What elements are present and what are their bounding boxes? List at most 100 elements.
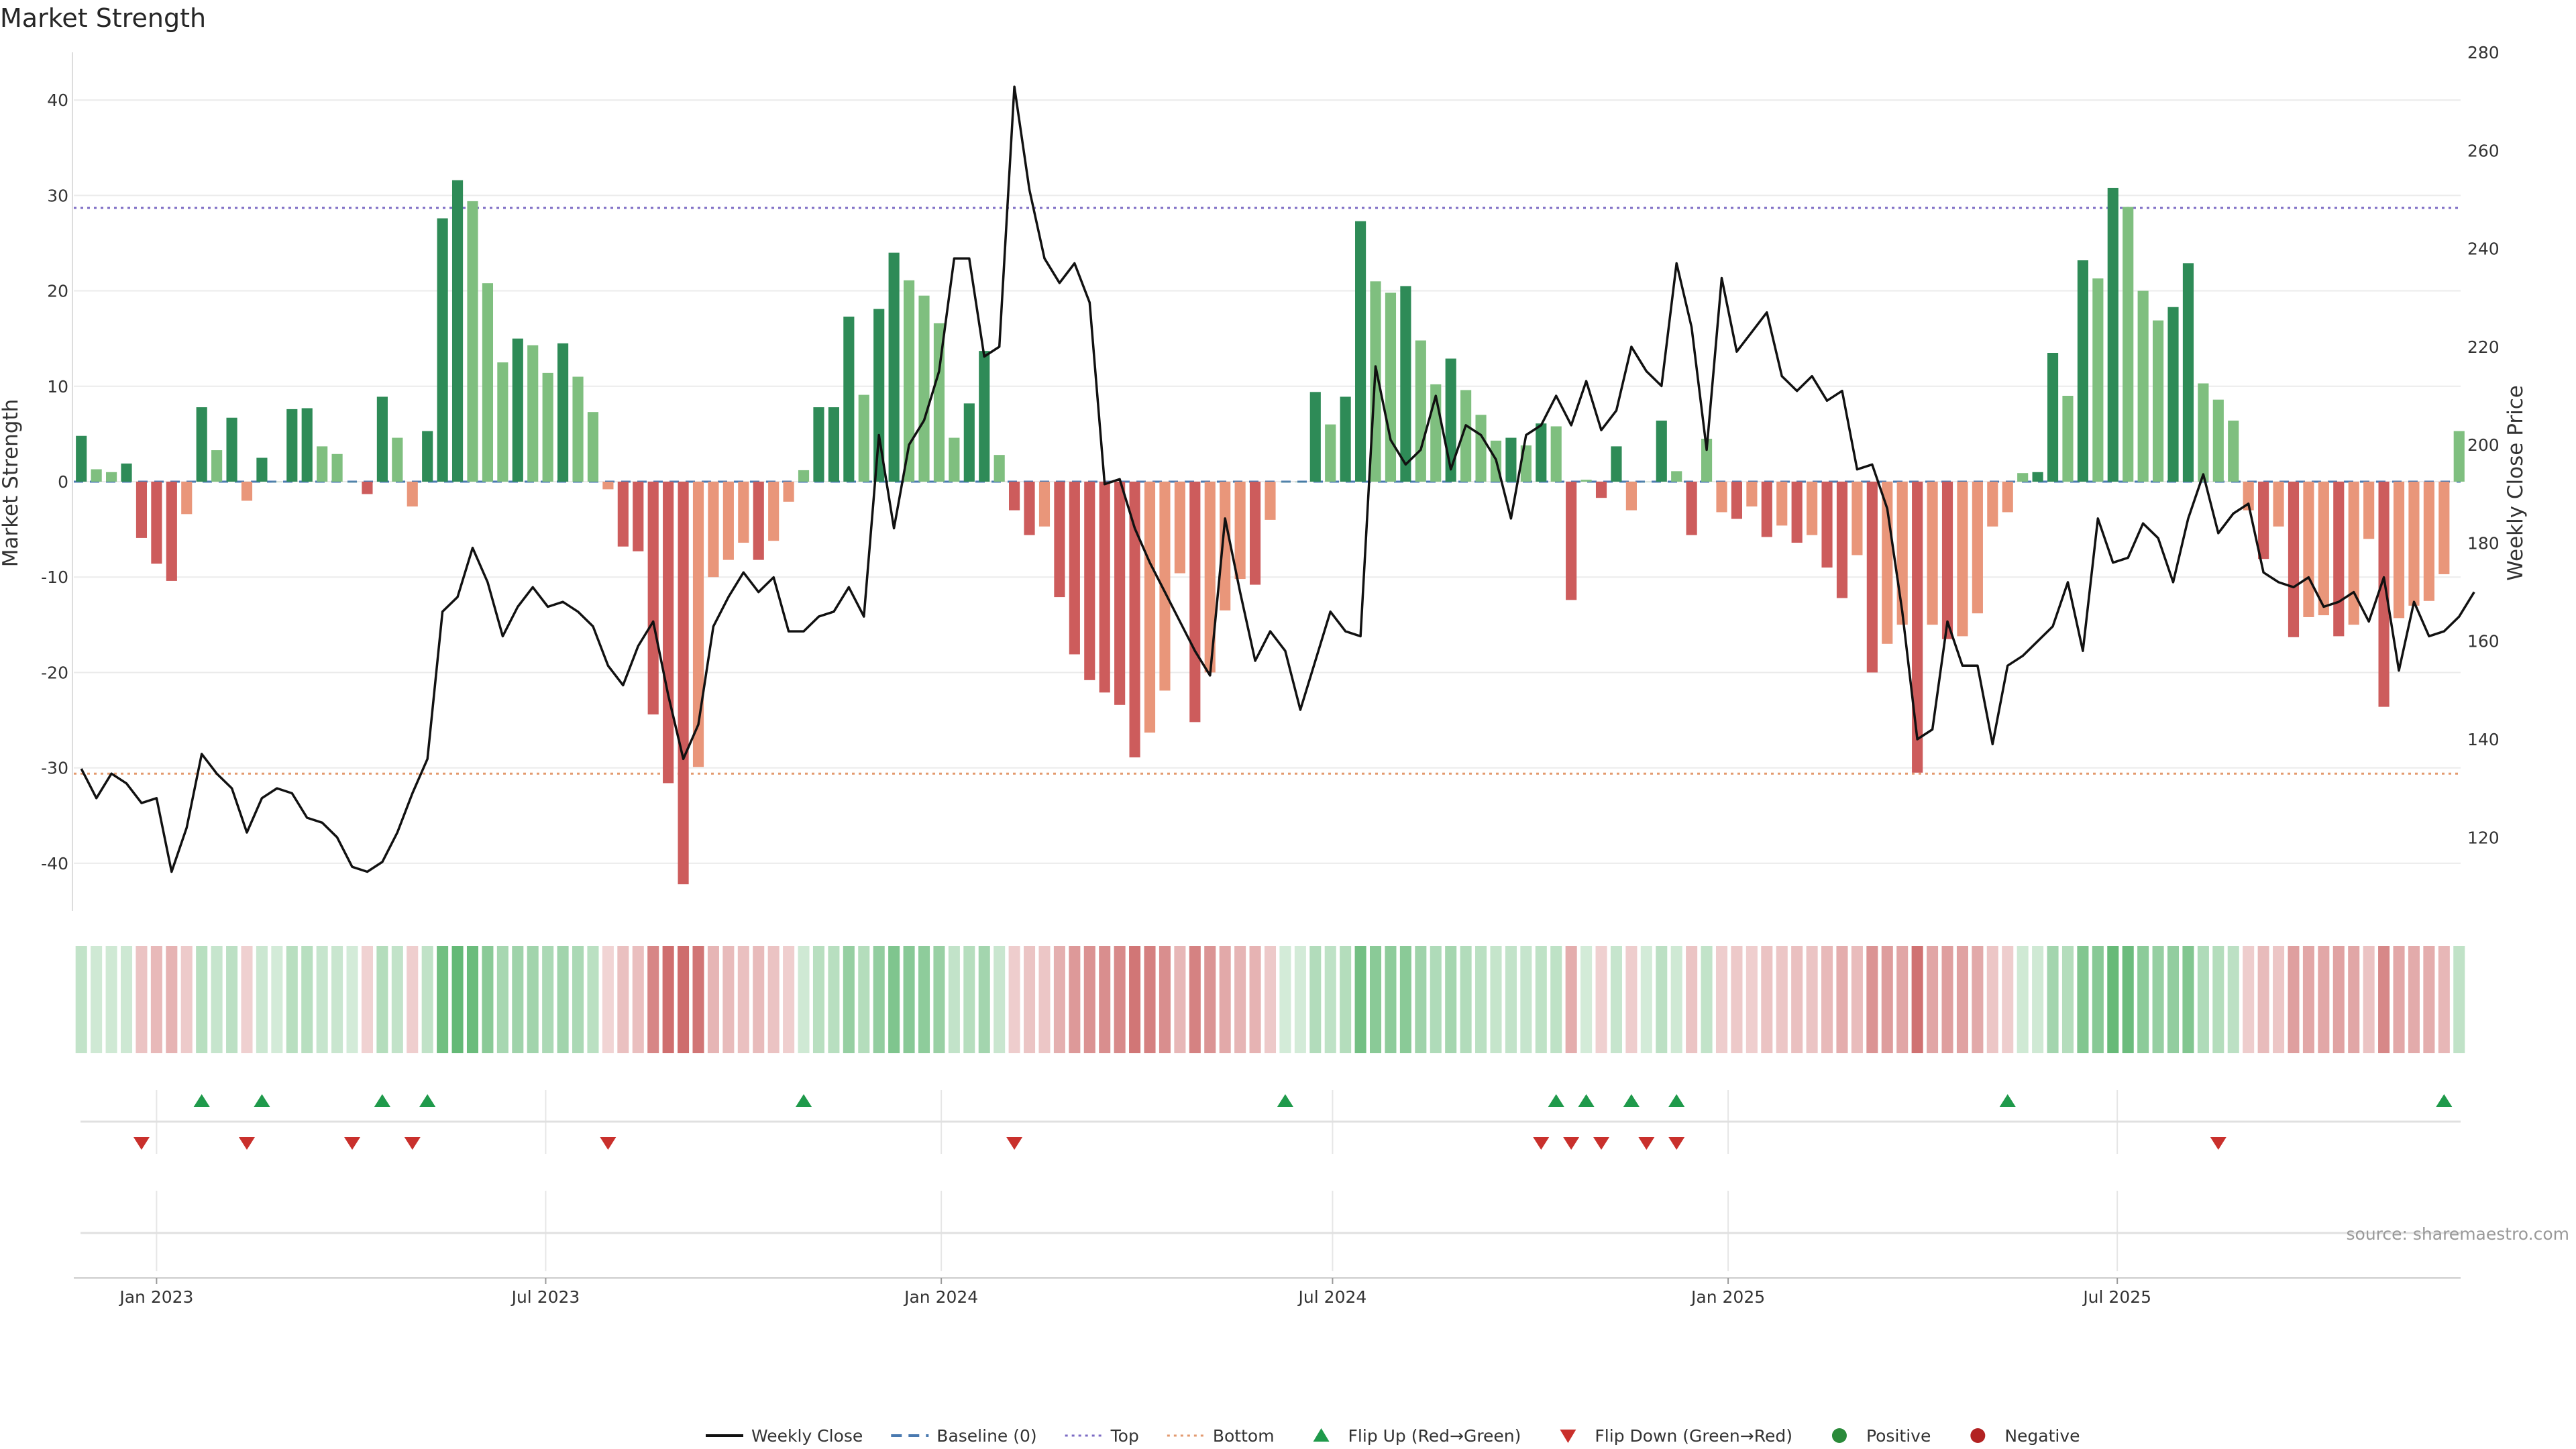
strength-bar — [843, 316, 855, 482]
heat-cell — [1836, 946, 1848, 1053]
strength-bar — [1595, 482, 1607, 498]
strength-bar — [1024, 482, 1035, 535]
strength-bar — [2228, 420, 2239, 482]
legend-swatch-circle — [1970, 1428, 1986, 1443]
flip-down-marker — [1668, 1137, 1685, 1150]
heat-cell — [1490, 946, 1502, 1053]
heat-cell — [496, 946, 508, 1053]
heat-cell — [1791, 946, 1803, 1053]
heat-cell — [1550, 946, 1562, 1053]
strength-bar — [2032, 472, 2043, 482]
heat-cell — [1595, 946, 1607, 1053]
heat-cell — [2348, 946, 2360, 1053]
flip-up-marker — [1999, 1094, 2016, 1107]
strength-bar — [2318, 482, 2329, 616]
strength-bar — [722, 482, 734, 560]
strength-bar — [572, 376, 584, 482]
strength-bar — [2153, 320, 2164, 482]
heat-cell — [1174, 946, 1186, 1053]
strength-bar — [2393, 482, 2405, 619]
heat-cell — [632, 946, 644, 1053]
x-tick-label: Jan 2024 — [903, 1287, 978, 1307]
y-right-tick-label: 260 — [2467, 141, 2500, 160]
strength-bar — [1957, 482, 1968, 637]
weekly-close-line — [80, 85, 2475, 873]
strength-bar — [1746, 482, 1758, 506]
flip-up-marker — [1277, 1094, 1293, 1107]
heat-cell — [903, 946, 915, 1053]
heat-cell — [2318, 946, 2330, 1053]
heat-cell — [2408, 946, 2420, 1053]
heat-cell — [1686, 946, 1698, 1053]
heat-cell — [256, 946, 268, 1053]
heat-cell — [1670, 946, 1682, 1053]
strength-bar — [2212, 399, 2224, 482]
strength-bar — [1355, 221, 1366, 482]
heat-cell — [2363, 946, 2375, 1053]
strength-bar — [2348, 482, 2359, 625]
strength-bar — [1671, 471, 1682, 482]
strength-bar — [903, 280, 915, 482]
strength-bar — [226, 417, 237, 482]
heat-cell — [361, 946, 373, 1053]
strength-bar — [1385, 292, 1397, 482]
heat-cell — [888, 946, 900, 1053]
strength-bar — [1791, 482, 1803, 543]
strength-bar — [2107, 187, 2118, 482]
x-tick-label: Jul 2023 — [511, 1287, 580, 1307]
heat-cell — [1399, 946, 1411, 1053]
x-tick-label: Jul 2025 — [2082, 1287, 2151, 1307]
strength-bar — [2123, 207, 2134, 482]
strength-bar — [557, 343, 569, 482]
strength-bar — [1611, 446, 1622, 482]
heat-cell — [1234, 946, 1246, 1053]
strength-bar — [106, 472, 117, 482]
heat-cell — [678, 946, 690, 1053]
y-left-tick-label: 30 — [47, 186, 68, 205]
flip-down-marker — [1638, 1137, 1655, 1150]
strength-bar — [2062, 396, 2074, 482]
heat-cell — [783, 946, 795, 1053]
strength-bar — [2002, 482, 2013, 513]
y-axis-right-label: Weekly Close Price — [2504, 385, 2528, 581]
strength-bar — [2303, 482, 2314, 617]
strength-bar — [2198, 383, 2209, 482]
heat-cell — [1715, 946, 1728, 1053]
heat-cell — [647, 946, 659, 1053]
heat-cell — [1159, 946, 1171, 1053]
heat-cell — [994, 946, 1006, 1053]
strength-bar — [1144, 482, 1156, 733]
heat-cell — [2092, 946, 2104, 1053]
heat-cell — [346, 946, 358, 1053]
strength-bar — [1625, 482, 1637, 511]
legend: Weekly Close Baseline (0) Top Bottom Flip Up… — [706, 1426, 2080, 1446]
strength-bar — [2243, 482, 2254, 511]
strength-bar — [1505, 437, 1517, 482]
legend-label: Weekly Close — [751, 1426, 863, 1446]
strength-bar — [2438, 482, 2450, 574]
y-right-tick-label: 200 — [2467, 435, 2500, 455]
strength-bar — [979, 351, 990, 482]
strength-bar — [301, 408, 313, 482]
strength-bar — [407, 482, 418, 506]
heat-cell — [1385, 946, 1397, 1053]
strength-bar — [1580, 480, 1592, 482]
y-left-tick-label: -10 — [41, 568, 68, 587]
heat-cell — [602, 946, 614, 1053]
strength-bar — [602, 482, 614, 490]
heat-cell — [1746, 946, 1758, 1053]
heat-cell — [1580, 946, 1593, 1053]
y-right-tick-label: 220 — [2467, 337, 2500, 357]
strength-bar — [1009, 482, 1020, 511]
heat-cell — [1941, 946, 1953, 1053]
flip-up-marker — [1548, 1094, 1564, 1107]
heat-cell — [1956, 946, 1968, 1053]
strength-heat-strip — [75, 946, 2465, 1053]
flip-down-marker — [133, 1137, 150, 1150]
strength-bar — [2423, 482, 2434, 601]
y-left-tick-label: -40 — [41, 854, 68, 873]
legend-label: Negative — [2004, 1426, 2080, 1446]
strength-bar — [1987, 482, 1998, 527]
strength-bar — [1475, 415, 1487, 482]
flip-markers — [80, 1090, 2461, 1271]
